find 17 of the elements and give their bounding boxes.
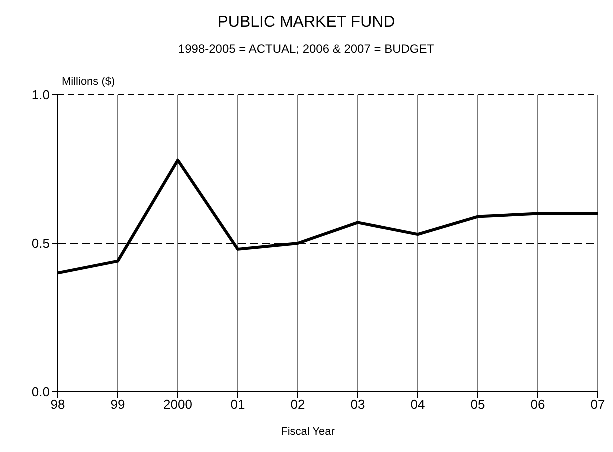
x-tick-label: 98: [50, 397, 66, 412]
x-tick-label: 07: [590, 397, 606, 412]
x-tick-label: 06: [530, 397, 546, 412]
x-tick-label: 03: [350, 397, 366, 412]
y-tick-label: 0.0: [32, 384, 50, 400]
chart-title: PUBLIC MARKET FUND: [216, 13, 396, 32]
x-tick-label: 99: [110, 397, 126, 412]
x-tick-label: 2000: [164, 397, 192, 412]
x-tick-label: 05: [470, 397, 486, 412]
y-axis-title: Millions ($): [62, 76, 116, 88]
x-tick-label: 04: [410, 397, 426, 412]
x-axis-title: Fiscal Year: [280, 426, 336, 438]
x-tick-label: 02: [290, 397, 306, 412]
chart-subtitle: 1998-2005 = ACTUAL; 2006 & 2007 = BUDGET: [177, 42, 436, 56]
y-tick-label: 1.0: [32, 88, 50, 103]
x-tick-label: 01: [230, 397, 246, 412]
y-tick-label: 0.5: [32, 236, 50, 252]
